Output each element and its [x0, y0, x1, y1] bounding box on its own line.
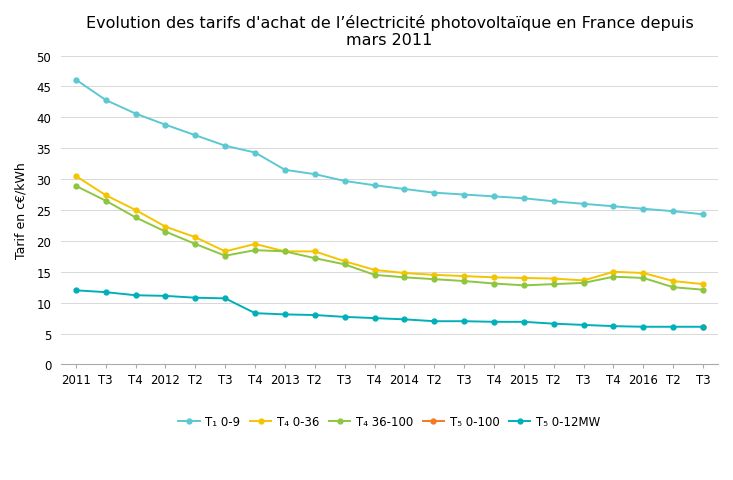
T10-9: [221, 144, 229, 149]
T50-12MW: [520, 319, 528, 325]
T436-100: [549, 282, 558, 288]
Line: T10-9: T10-9: [73, 78, 705, 217]
T10-9: [251, 150, 259, 156]
T436-100: [609, 274, 618, 280]
T436-100: [699, 287, 707, 293]
T50-12MW: [609, 324, 618, 329]
T40-36: [370, 267, 379, 273]
T50-12MW: [668, 324, 677, 330]
T436-100: [161, 229, 170, 235]
Line: T436-100: T436-100: [73, 184, 705, 292]
T40-36: [281, 249, 290, 255]
T50-12MW: [191, 295, 199, 301]
T50-12MW: [310, 312, 319, 318]
T50-12MW: [161, 293, 170, 299]
T40-36: [490, 275, 498, 281]
T50-12MW: [460, 319, 468, 324]
T50-12MW: [699, 324, 707, 330]
T40-36: [131, 208, 140, 214]
T50-12MW: [131, 293, 140, 299]
T10-9: [310, 172, 319, 178]
T50-12MW: [490, 319, 498, 325]
T436-100: [131, 215, 140, 221]
T10-9: [101, 98, 110, 104]
Y-axis label: Tarif en c€/kWh: Tarif en c€/kWh: [15, 162, 28, 259]
T40-36: [609, 269, 618, 275]
T10-9: [490, 194, 498, 200]
T50-12MW: [430, 319, 438, 324]
T10-9: [520, 196, 528, 202]
T40-36: [579, 278, 588, 284]
T50-12MW: [340, 314, 349, 320]
Title: Evolution des tarifs d'achat de l’électricité photovoltaïque en France depuis
ma: Evolution des tarifs d'achat de l’électr…: [86, 15, 693, 48]
T40-36: [251, 241, 259, 247]
T40-36: [460, 274, 468, 279]
T50-12MW: [221, 296, 229, 301]
T50-12MW: [281, 312, 290, 318]
T10-9: [191, 133, 199, 139]
T436-100: [430, 277, 438, 283]
T50-12MW: [579, 323, 588, 328]
T436-100: [191, 241, 199, 247]
T40-36: [400, 271, 409, 276]
T40-36: [520, 276, 528, 281]
T10-9: [430, 191, 438, 196]
T40-36: [549, 276, 558, 282]
Line: T50-12MW: T50-12MW: [73, 288, 705, 329]
T436-100: [520, 283, 528, 288]
T50-12MW: [71, 288, 80, 294]
T436-100: [668, 285, 677, 290]
T40-36: [699, 282, 707, 288]
T436-100: [370, 273, 379, 278]
T40-36: [161, 224, 170, 230]
T436-100: [639, 276, 648, 281]
T436-100: [221, 253, 229, 259]
T40-36: [221, 249, 229, 255]
T10-9: [579, 202, 588, 207]
T10-9: [400, 187, 409, 192]
T10-9: [131, 111, 140, 117]
T40-36: [310, 249, 319, 255]
T50-12MW: [400, 317, 409, 323]
T10-9: [71, 78, 80, 84]
T436-100: [71, 184, 80, 190]
T40-36: [71, 174, 80, 180]
T436-100: [490, 281, 498, 287]
T10-9: [668, 209, 677, 215]
T436-100: [460, 278, 468, 284]
T40-36: [430, 273, 438, 278]
T10-9: [699, 212, 707, 218]
T10-9: [370, 183, 379, 189]
T10-9: [609, 204, 618, 210]
T40-36: [191, 235, 199, 240]
T50-12MW: [639, 324, 648, 330]
T436-100: [101, 198, 110, 204]
Legend: T₁ 0-9, T₄ 0-36, T₄ 36-100, T₅ 0-100, T₅ 0-12MW: T₁ 0-9, T₄ 0-36, T₄ 36-100, T₅ 0-100, T₅…: [174, 411, 605, 433]
Line: T40-36: T40-36: [73, 174, 705, 287]
T50-12MW: [370, 315, 379, 321]
T436-100: [310, 256, 319, 262]
T40-36: [639, 271, 648, 276]
T50-12MW: [549, 321, 558, 327]
T10-9: [549, 199, 558, 205]
T10-9: [281, 168, 290, 173]
T436-100: [400, 275, 409, 281]
T10-9: [460, 192, 468, 198]
T10-9: [340, 179, 349, 184]
T40-36: [340, 259, 349, 264]
T50-12MW: [251, 311, 259, 316]
T436-100: [251, 248, 259, 253]
T40-36: [668, 278, 677, 284]
T50-12MW: [101, 289, 110, 295]
T10-9: [161, 122, 170, 128]
T436-100: [579, 280, 588, 286]
T436-100: [340, 262, 349, 268]
T436-100: [281, 249, 290, 255]
T10-9: [639, 206, 648, 212]
T40-36: [101, 193, 110, 199]
